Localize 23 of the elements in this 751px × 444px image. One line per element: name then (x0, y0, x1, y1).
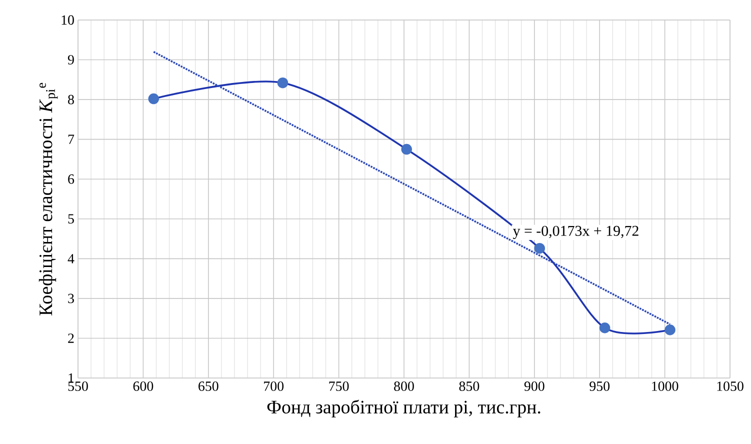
x-tick-label: 550 (68, 382, 88, 391)
x-tick-label: 950 (590, 382, 610, 391)
y-axis-title: Коефіцієнт еластичності K$_{pi}$e (38, 82, 58, 316)
y-tick-label: 9 (68, 55, 74, 64)
y-tick-label: 6 (68, 174, 74, 184)
y-tick-label: 7 (68, 134, 74, 144)
x-tick-label: 800 (394, 382, 414, 391)
y-tick-label: 8 (68, 94, 74, 104)
x-axis-title: Фонд заробітної плати pi, тис.грн. (267, 400, 540, 418)
x-tick-label: 1050 (717, 382, 744, 391)
x-tick-label: 750 (329, 382, 349, 391)
y-tick-label: 4 (68, 254, 74, 264)
annotation: y = -0,0173x + 19,72 (512, 226, 638, 239)
x-tick-label: 1000 (652, 382, 678, 391)
x-tick-label: 650 (198, 382, 218, 391)
y-tick-label: 3 (68, 294, 74, 304)
x-tick-label: 600 (133, 382, 154, 391)
y-tick-label: 5 (68, 214, 74, 224)
x-tick-label: 850 (459, 382, 480, 391)
y-tick-label: 2 (68, 334, 74, 343)
y-tick-label: 10 (62, 15, 74, 25)
x-tick-label: 900 (524, 382, 544, 391)
x-tick-label: 700 (264, 382, 284, 391)
